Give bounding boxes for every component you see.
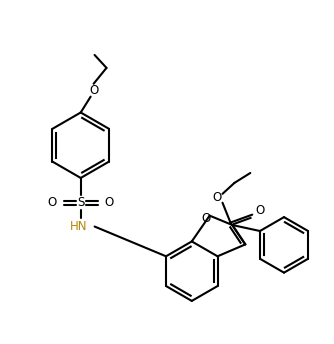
Text: S: S: [77, 196, 85, 209]
Text: O: O: [256, 204, 265, 217]
Text: O: O: [201, 212, 210, 225]
Text: HN: HN: [70, 220, 88, 233]
Text: O: O: [89, 84, 98, 97]
Text: O: O: [47, 196, 56, 209]
Text: O: O: [105, 196, 114, 209]
Text: O: O: [212, 191, 221, 204]
